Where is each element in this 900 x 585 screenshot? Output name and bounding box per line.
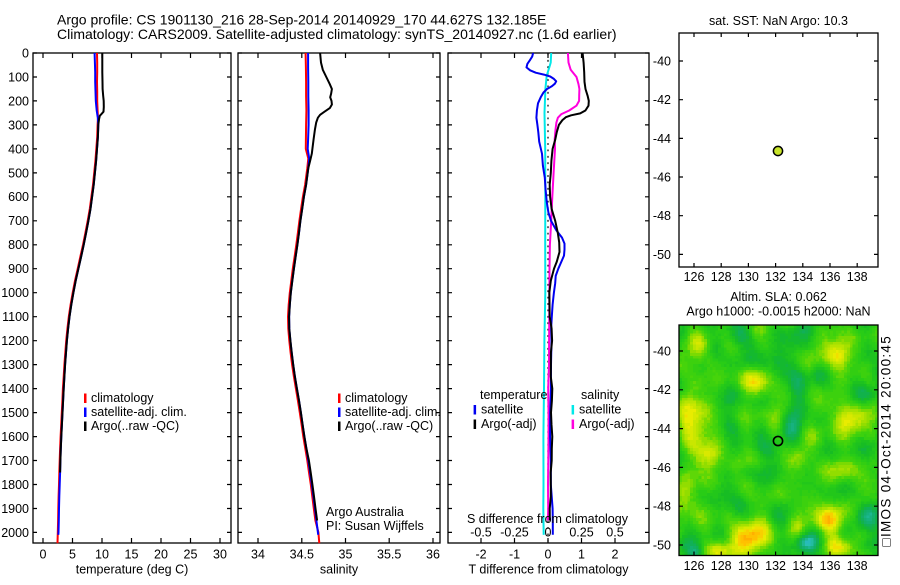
svg-text:132: 132 [765, 270, 786, 284]
svg-text:1100: 1100 [2, 310, 29, 324]
svg-text:satellite: satellite [579, 403, 621, 417]
svg-text:34: 34 [251, 547, 265, 561]
svg-text:15: 15 [125, 547, 139, 561]
svg-text:-48: -48 [653, 209, 671, 223]
svg-text:climatology: climatology [91, 391, 154, 405]
svg-text:salinity: salinity [320, 563, 359, 577]
svg-text:Argo(-adj): Argo(-adj) [481, 417, 537, 431]
svg-text:35: 35 [339, 547, 353, 561]
svg-text:Argo h1000: -0.0015 h2000: NaN: Argo h1000: -0.0015 h2000: NaN [686, 305, 870, 319]
svg-text:Climatology: CARS2009. Satelli: Climatology: CARS2009. Satellite-adjuste… [57, 26, 617, 42]
svg-text:-2: -2 [475, 547, 486, 561]
svg-text:0.5: 0.5 [606, 526, 623, 540]
svg-text:□IMOS 04-Oct-2014 20:00:45: □IMOS 04-Oct-2014 20:00:45 [879, 335, 894, 547]
svg-text:2000: 2000 [1, 526, 29, 540]
svg-text:-50: -50 [653, 248, 671, 262]
svg-text:1700: 1700 [1, 454, 29, 468]
svg-text:temperature (deg C): temperature (deg C) [76, 563, 189, 577]
svg-text:0.25: 0.25 [569, 526, 593, 540]
svg-text:-40: -40 [653, 54, 671, 68]
svg-text:5: 5 [69, 547, 76, 561]
svg-text:134: 134 [792, 559, 813, 573]
svg-text:126: 126 [684, 270, 705, 284]
svg-text:1: 1 [578, 547, 585, 561]
svg-text:S difference from climatology: S difference from climatology [467, 512, 629, 526]
svg-text:1900: 1900 [1, 502, 29, 516]
svg-text:138: 138 [847, 559, 868, 573]
svg-text:20: 20 [154, 547, 168, 561]
svg-text:T difference from climatology: T difference from climatology [468, 563, 629, 577]
svg-text:-46: -46 [653, 170, 671, 184]
svg-text:36: 36 [426, 547, 440, 561]
svg-text:0: 0 [545, 526, 552, 540]
svg-text:126: 126 [684, 559, 705, 573]
svg-text:128: 128 [711, 559, 732, 573]
svg-text:30: 30 [213, 547, 227, 561]
svg-text:Altim. SLA: 0.062: Altim. SLA: 0.062 [730, 290, 827, 304]
svg-text:1000: 1000 [1, 286, 29, 300]
svg-text:satellite-adj. clim.: satellite-adj. clim. [345, 405, 441, 419]
svg-text:-40: -40 [653, 344, 671, 358]
svg-text:1200: 1200 [1, 334, 29, 348]
svg-text:-44: -44 [653, 422, 671, 436]
svg-text:satellite: satellite [481, 403, 523, 417]
svg-text:Argo(..raw -QC): Argo(..raw -QC) [345, 419, 433, 433]
svg-text:130: 130 [738, 270, 759, 284]
svg-text:500: 500 [8, 166, 29, 180]
svg-text:Argo(-adj): Argo(-adj) [579, 417, 635, 431]
svg-text:-42: -42 [653, 383, 671, 397]
svg-text:35.5: 35.5 [377, 547, 401, 561]
svg-text:1800: 1800 [1, 478, 29, 492]
svg-text:400: 400 [8, 142, 29, 156]
svg-text:100: 100 [8, 70, 29, 84]
svg-text:salinity: salinity [581, 388, 620, 402]
svg-text:0: 0 [40, 547, 47, 561]
svg-text:1400: 1400 [1, 382, 29, 396]
svg-text:136: 136 [820, 270, 841, 284]
svg-text:1600: 1600 [1, 430, 29, 444]
svg-text:2: 2 [612, 547, 619, 561]
svg-text:138: 138 [847, 270, 868, 284]
svg-text:25: 25 [184, 547, 198, 561]
svg-text:0: 0 [545, 547, 552, 561]
svg-text:600: 600 [8, 190, 29, 204]
svg-text:PI: Susan Wijffels: PI: Susan Wijffels [326, 519, 424, 533]
svg-text:-0.25: -0.25 [500, 526, 529, 540]
svg-text:136: 136 [820, 559, 841, 573]
svg-text:900: 900 [8, 262, 29, 276]
svg-text:10: 10 [95, 547, 109, 561]
svg-text:0: 0 [22, 46, 29, 60]
svg-text:satellite-adj. clim.: satellite-adj. clim. [91, 405, 187, 419]
svg-text:-50: -50 [653, 538, 671, 552]
svg-text:Argo(..raw -QC): Argo(..raw -QC) [91, 419, 179, 433]
svg-text:130: 130 [738, 559, 759, 573]
svg-text:134: 134 [792, 270, 813, 284]
svg-text:-44: -44 [653, 132, 671, 146]
svg-text:Argo Australia: Argo Australia [326, 505, 404, 519]
svg-text:700: 700 [8, 214, 29, 228]
svg-text:132: 132 [765, 559, 786, 573]
svg-text:-1: -1 [509, 547, 520, 561]
svg-text:34.5: 34.5 [290, 547, 314, 561]
svg-text:1300: 1300 [1, 358, 29, 372]
svg-text:300: 300 [8, 118, 29, 132]
svg-text:-48: -48 [653, 500, 671, 514]
svg-text:climatology: climatology [345, 391, 408, 405]
svg-text:200: 200 [8, 94, 29, 108]
svg-text:-0.5: -0.5 [470, 526, 492, 540]
svg-text:sat. SST: NaN Argo: 10.3: sat. SST: NaN Argo: 10.3 [709, 14, 848, 28]
svg-text:-42: -42 [653, 93, 671, 107]
svg-text:800: 800 [8, 238, 29, 252]
svg-text:128: 128 [711, 270, 732, 284]
svg-text:1500: 1500 [1, 406, 29, 420]
svg-text:temperature: temperature [480, 388, 547, 402]
svg-text:-46: -46 [653, 461, 671, 475]
